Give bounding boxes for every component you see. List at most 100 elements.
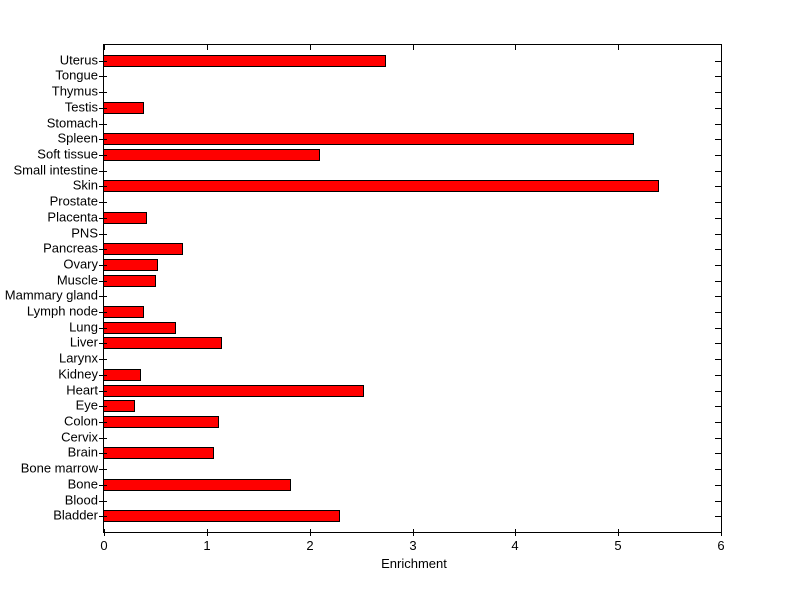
y-tick-label: Placenta: [47, 209, 98, 225]
y-tick-mark-right: [715, 61, 722, 62]
y-tick-mark-left: [99, 202, 107, 203]
y-tick-label: Muscle: [56, 272, 98, 288]
plot-area: [103, 44, 722, 533]
y-tick-label: Lymph node: [26, 303, 98, 319]
y-tick-mark-left: [99, 359, 107, 360]
y-tick-mark-right: [715, 375, 722, 376]
bar-skin: [104, 180, 659, 193]
y-tick-mark-left: [99, 453, 107, 454]
x-axis-title: Enrichment: [381, 556, 447, 571]
x-tick-label: 2: [306, 538, 314, 553]
y-tick-mark-right: [715, 516, 722, 517]
x-tick-label: 3: [409, 538, 417, 553]
y-tick-mark-right: [715, 422, 722, 423]
y-tick-mark-right: [715, 438, 722, 439]
y-tick-mark-right: [715, 359, 722, 360]
x-tick-mark-top: [104, 45, 105, 50]
y-tick-mark-left: [99, 61, 107, 62]
y-tick-mark-right: [715, 108, 722, 109]
x-tick-mark-bottom: [721, 529, 722, 536]
y-tick-label: Soft tissue: [37, 146, 98, 162]
bar-brain: [104, 447, 214, 460]
y-tick-mark-right: [715, 92, 722, 93]
y-tick-mark-left: [99, 92, 107, 93]
y-tick-mark-right: [715, 171, 722, 172]
y-tick-mark-right: [715, 234, 722, 235]
bar-lymph-node: [104, 306, 144, 319]
y-tick-mark-left: [99, 155, 107, 156]
y-tick-mark-left: [99, 234, 107, 235]
y-tick-label: Bone: [67, 476, 98, 492]
y-tick-mark-right: [715, 124, 722, 125]
x-tick-mark-bottom: [207, 529, 208, 536]
y-tick-mark-left: [99, 516, 107, 517]
bar-liver: [104, 337, 222, 350]
y-tick-mark-left: [99, 391, 107, 392]
bar-muscle: [104, 274, 156, 287]
bar-bone: [104, 478, 291, 491]
y-tick-mark-left: [99, 343, 107, 344]
y-tick-mark-right: [715, 139, 722, 140]
y-axis-labels: Uterus Tongue Thymus Testis Stomach Spleen Sof…: [0, 44, 98, 531]
y-tick-mark-left: [99, 375, 107, 376]
y-tick-mark-right: [715, 391, 722, 392]
x-tick-label: 0: [100, 538, 108, 553]
x-tick-mark-bottom: [104, 529, 105, 536]
y-tick-mark-right: [715, 76, 722, 77]
x-tick-mark-top: [515, 45, 516, 50]
y-tick-label: Spleen: [57, 130, 98, 146]
bar-colon: [104, 416, 219, 429]
y-tick-label: Uterus: [59, 52, 98, 68]
y-tick-mark-right: [715, 469, 722, 470]
y-tick-label: Testis: [64, 99, 98, 115]
y-tick-mark-left: [99, 265, 107, 266]
bar-lung: [104, 321, 176, 334]
bar-uterus: [104, 54, 386, 67]
y-tick-mark-left: [99, 312, 107, 313]
bar-kidney: [104, 368, 141, 381]
x-tick-label: 5: [614, 538, 622, 553]
y-tick-mark-right: [715, 155, 722, 156]
y-tick-label: Lung: [69, 319, 98, 335]
y-tick-mark-right: [715, 343, 722, 344]
y-tick-mark-left: [99, 108, 107, 109]
bar-bladder: [104, 510, 340, 523]
bar-testis: [104, 101, 144, 114]
y-tick-mark-right: [715, 485, 722, 486]
bar-pancreas: [104, 243, 183, 256]
bar-ovary: [104, 258, 158, 271]
y-tick-label: Eye: [75, 397, 98, 413]
y-tick-mark-left: [99, 218, 107, 219]
bar-soft-tissue: [104, 148, 320, 161]
y-tick-mark-left: [99, 281, 107, 282]
y-tick-label: Bone marrow: [20, 460, 98, 476]
y-tick-label: Heart: [66, 382, 98, 398]
y-tick-label: Pancreas: [43, 240, 98, 256]
y-tick-mark-left: [99, 76, 107, 77]
y-tick-label: Thymus: [51, 83, 98, 99]
y-tick-label: Skin: [72, 177, 98, 193]
x-tick-mark-bottom: [515, 529, 516, 536]
y-tick-label: Blood: [64, 492, 98, 508]
y-tick-label: Colon: [64, 413, 98, 429]
y-tick-mark-left: [99, 139, 107, 140]
y-tick-mark-right: [715, 312, 722, 313]
y-tick-mark-left: [99, 296, 107, 297]
y-tick-label: Bladder: [53, 507, 98, 523]
y-tick-mark-right: [715, 453, 722, 454]
y-tick-mark-right: [715, 501, 722, 502]
y-tick-label: Kidney: [58, 366, 98, 382]
y-tick-mark-right: [715, 406, 722, 407]
x-tick-mark-top: [207, 45, 208, 50]
y-tick-mark-right: [715, 296, 722, 297]
y-tick-mark-left: [99, 406, 107, 407]
y-tick-mark-left: [99, 186, 107, 187]
x-tick-mark-top: [618, 45, 619, 50]
y-tick-mark-left: [99, 328, 107, 329]
y-tick-mark-left: [99, 469, 107, 470]
y-tick-label: Larynx: [58, 350, 98, 366]
y-tick-label: Small intestine: [13, 162, 98, 178]
y-tick-label: Prostate: [49, 193, 98, 209]
x-tick-mark-top: [721, 45, 722, 50]
